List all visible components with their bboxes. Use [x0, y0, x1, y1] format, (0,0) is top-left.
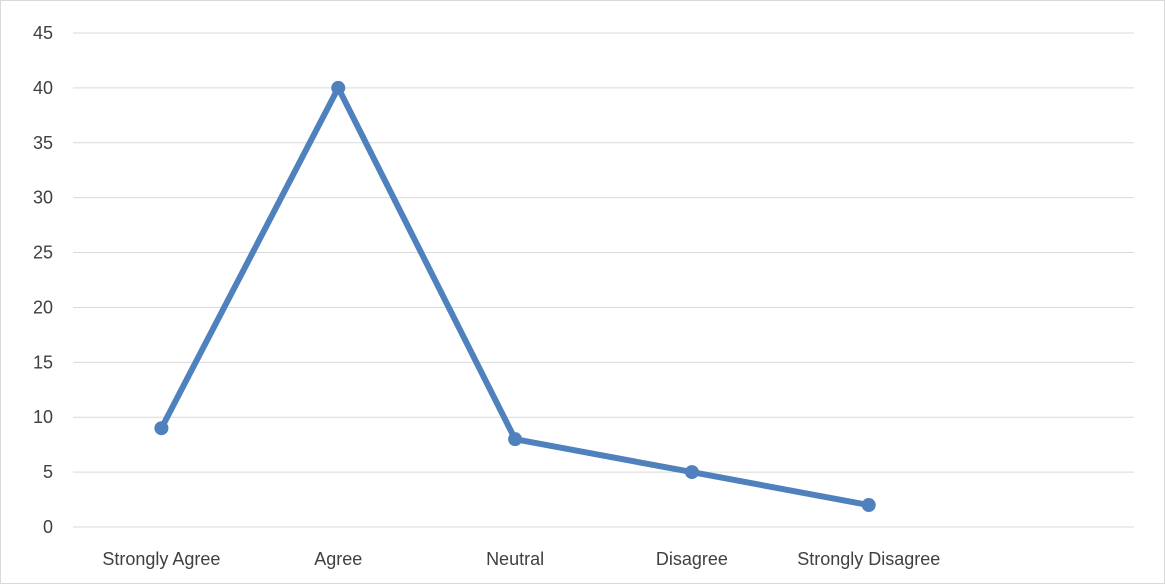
- y-tick-label: 20: [33, 297, 53, 317]
- data-point-1: [331, 80, 346, 95]
- data-point-0: [154, 421, 169, 436]
- y-tick-label: 5: [43, 462, 53, 482]
- data-point-2: [508, 432, 523, 447]
- y-tick-label: 10: [33, 407, 53, 427]
- y-tick-label: 40: [33, 78, 53, 98]
- x-tick-label: Strongly Disagree: [797, 549, 940, 569]
- y-tick-label: 15: [33, 352, 53, 372]
- data-series: [154, 80, 876, 513]
- x-tick-label: Agree: [314, 549, 362, 569]
- y-tick-label: 0: [43, 517, 53, 537]
- x-axis-tick-labels: Strongly Agree Agree Neutral Disagree Strong…: [102, 549, 940, 569]
- y-tick-label: 25: [33, 243, 53, 263]
- data-point-4: [861, 498, 876, 513]
- x-tick-label: Strongly Agree: [102, 549, 220, 569]
- x-tick-label: Neutral: [486, 549, 544, 569]
- y-tick-label: 30: [33, 188, 53, 208]
- data-point-3: [684, 465, 699, 480]
- y-tick-label: 45: [33, 23, 53, 43]
- y-tick-label: 35: [33, 133, 53, 153]
- x-tick-label: Disagree: [656, 549, 728, 569]
- y-axis-tick-labels: 0 5 10 15 20 25 30 35 40 45: [33, 23, 53, 537]
